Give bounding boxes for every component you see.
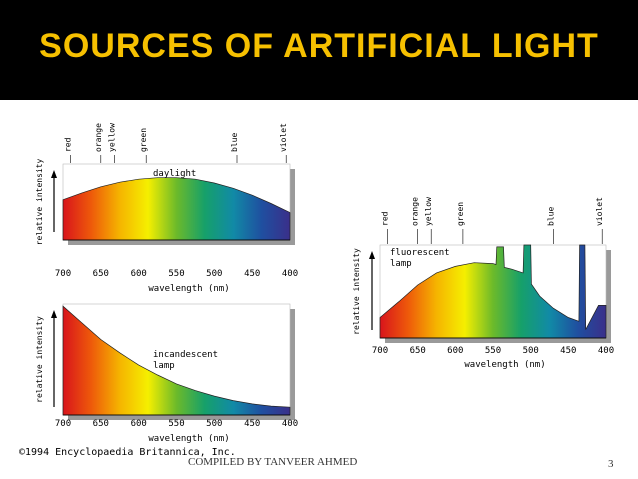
fluorescent-x-tick-label: 700 — [372, 346, 388, 356]
fluorescent-color-label: violet — [595, 197, 604, 226]
fluorescent-x-tick-label: 400 — [598, 346, 614, 356]
daylight-x-tick-label: 700 — [55, 269, 71, 279]
daylight-color-label: violet — [279, 123, 288, 152]
incandescent-x-tick-label: 700 — [55, 419, 71, 429]
fluorescent-curve-label: lamp — [390, 259, 412, 269]
incandescent-curve-label: lamp — [153, 361, 175, 371]
fluorescent-color-label: orange — [411, 197, 420, 226]
daylight-y-arrow-head — [51, 170, 57, 178]
incandescent-x-tick-label: 550 — [168, 419, 184, 429]
incandescent-spectrum-area — [62, 305, 291, 416]
incandescent-x-tick-label: 500 — [206, 419, 222, 429]
fluorescent-y-arrow-head — [369, 251, 375, 259]
footer-text: COMPILED BY TANVEER AHMED — [188, 456, 358, 468]
incandescent-y-arrow-head — [51, 310, 57, 318]
fluorescent-y-axis-label: relative intensity — [352, 248, 361, 335]
daylight-color-label: green — [139, 128, 148, 152]
daylight-x-tick-label: 600 — [131, 269, 147, 279]
incandescent-curve-label: incandescent — [153, 350, 218, 360]
daylight-x-tick-label: 450 — [244, 269, 260, 279]
incandescent-chart: 700 650 600 550 500 450 400 wavelength (nm) rela… — [35, 303, 298, 444]
incandescent-y-axis-label: relative intensity — [35, 316, 44, 403]
fluorescent-color-label: red — [381, 211, 390, 226]
fluorescent-color-label: blue — [546, 207, 555, 226]
daylight-color-label: orange — [94, 123, 103, 152]
copyright-notice: ©1994 Encyclopaedia Britannica, Inc. — [19, 447, 236, 458]
incandescent-x-tick-label: 600 — [131, 419, 147, 429]
daylight-x-axis-label: wavelength (nm) — [148, 284, 229, 294]
fluorescent-x-tick-label: 650 — [410, 346, 426, 356]
fluorescent-color-label: yellow — [424, 197, 433, 226]
incandescent-x-tick-label: 650 — [93, 419, 109, 429]
daylight-chart: 700 650 600 550 500 450 400 wavelength (nm) rela… — [35, 123, 298, 294]
fluorescent-x-tick-label: 600 — [447, 346, 463, 356]
incandescent-x-tick-label: 400 — [282, 419, 298, 429]
slide-title: SOURCES OF ARTIFICIAL LIGHT — [39, 27, 599, 65]
incandescent-x-tick-label: 450 — [244, 419, 260, 429]
daylight-x-tick-label: 550 — [168, 269, 184, 279]
daylight-color-label: blue — [230, 133, 239, 152]
daylight-curve-label: daylight — [153, 169, 196, 179]
fluorescent-curve-label: fluorescent — [390, 248, 450, 258]
daylight-y-axis-label: relative intensity — [35, 158, 44, 245]
daylight-x-tick-label: 400 — [282, 269, 298, 279]
fluorescent-chart: 700 650 600 550 500 450 400 wavelength (nm) rela… — [352, 197, 614, 370]
fluorescent-x-tick-label: 550 — [485, 346, 501, 356]
daylight-x-tick-label: 650 — [93, 269, 109, 279]
incandescent-x-axis-label: wavelength (nm) — [148, 434, 229, 444]
fluorescent-spectrum-area — [379, 244, 607, 339]
daylight-color-label: yellow — [108, 123, 117, 152]
daylight-spectrum-area — [62, 177, 291, 241]
daylight-x-tick-label: 500 — [206, 269, 222, 279]
page-number: 3 — [608, 458, 614, 470]
title-bar — [0, 0, 638, 100]
fluorescent-x-tick-label: 500 — [523, 346, 539, 356]
fluorescent-x-tick-label: 450 — [560, 346, 576, 356]
fluorescent-color-label: green — [456, 202, 465, 226]
fluorescent-x-axis-label: wavelength (nm) — [464, 360, 545, 370]
daylight-color-label: red — [64, 137, 73, 152]
